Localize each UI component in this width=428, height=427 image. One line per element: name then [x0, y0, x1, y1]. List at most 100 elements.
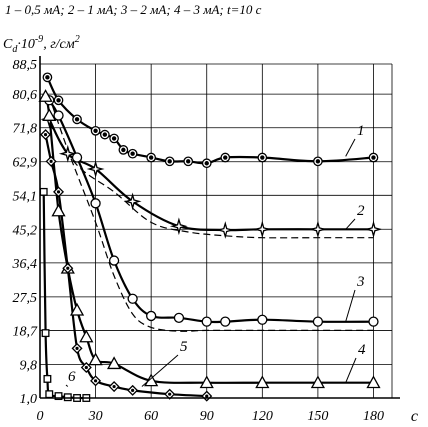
y-tick-label: 36,4: [12, 257, 38, 272]
y-tick-label: 62,9: [13, 156, 38, 171]
point-series-4: [51, 203, 66, 217]
point-series-2: [253, 220, 272, 239]
point-series-1: [146, 152, 157, 163]
curve-label-leader-1: [345, 138, 356, 157]
point-series-3: [90, 198, 101, 209]
marker-dot: [111, 136, 117, 141]
series-line-4: [44, 95, 375, 384]
point-series-4: [255, 375, 270, 389]
point-series-1: [118, 145, 129, 155]
point-series-5: [71, 342, 83, 354]
point-series-3: [146, 310, 157, 322]
point-series-2: [169, 217, 188, 236]
y-tick-label: 54,1: [13, 189, 38, 204]
point-series-6: [43, 374, 52, 383]
curve-label-4: 4: [358, 342, 366, 358]
point-series-3: [220, 316, 231, 327]
y-axis-label-factor: ·10: [17, 37, 35, 52]
marker-dot: [130, 151, 135, 156]
curve-label-leader-6: [65, 384, 69, 387]
point-series-3: [312, 316, 324, 327]
y-axis-label: Cd·10-9, г/см2: [3, 34, 80, 55]
point-series-1: [72, 114, 82, 125]
y-tick-label: 45,2: [13, 223, 38, 238]
marker-dot: [371, 155, 376, 160]
marker-dot: [168, 392, 172, 396]
marker-dot: [49, 159, 53, 163]
y-tick-label: 71,8: [13, 122, 38, 137]
dashed-curve-2: [48, 122, 374, 239]
y-tick-label: 9,8: [20, 358, 38, 373]
marker-dot: [102, 132, 108, 137]
marker-dot: [148, 155, 154, 160]
axes: [39, 56, 400, 399]
x-tick-label: 180: [363, 409, 384, 424]
y-tick-label: 80,6: [13, 88, 38, 103]
curve-label-2: 2: [357, 203, 365, 219]
point-series-5: [62, 262, 74, 274]
point-series-6: [39, 187, 48, 196]
series-line-6: [42, 190, 88, 400]
point-series-1: [99, 129, 110, 140]
x-axis-label: с: [411, 408, 418, 425]
point-series-1: [90, 125, 101, 136]
marker-dot: [84, 365, 88, 370]
point-series-4: [42, 108, 57, 121]
point-series-1: [127, 148, 138, 159]
point-series-2: [123, 192, 142, 211]
point-series-3: [201, 316, 212, 327]
curve-label-3: 3: [356, 274, 365, 290]
marker-dot: [186, 159, 191, 164]
marker-dot: [205, 394, 209, 398]
y-tick-label: 1,0: [20, 392, 38, 407]
point-series-3: [108, 255, 120, 266]
dashed-curve-3: [48, 96, 374, 332]
point-series-4: [79, 329, 94, 343]
marker-dot: [121, 147, 126, 153]
y-axis-label-unit: , г/см: [43, 37, 75, 52]
marker-dot: [223, 155, 228, 160]
y-tick-label: 27,5: [13, 291, 38, 306]
point-series-1: [313, 156, 323, 167]
point-series-3: [53, 110, 64, 121]
dashed-curves: [48, 96, 374, 332]
point-series-6: [54, 392, 63, 401]
y-tick-label: 18,7: [13, 324, 39, 339]
point-series-1: [183, 156, 194, 167]
point-series-1: [42, 72, 53, 83]
x-tick-label: 0: [37, 409, 44, 424]
point-series-1: [164, 156, 175, 167]
chart-title: 1 – 0,5 мА; 2 – 1 мА; 3 – 2 мА; 4 – 3 мА…: [5, 2, 262, 17]
markers: [38, 72, 383, 402]
curve-label-leader-4: [345, 357, 357, 383]
marker-dot: [315, 159, 321, 164]
marker-dot: [112, 384, 116, 389]
point-series-6: [45, 390, 54, 399]
point-series-3: [71, 152, 83, 163]
curve-label-leader-2: [345, 218, 356, 230]
grid: [40, 63, 393, 399]
point-series-1: [368, 152, 379, 163]
point-series-5: [53, 186, 65, 198]
marker-dot: [56, 190, 61, 194]
y-axis-label-unit-exponent: 2: [75, 34, 80, 45]
point-series-2: [308, 220, 327, 239]
point-series-2: [86, 160, 105, 178]
point-series-5: [80, 361, 92, 373]
curve-label-6: 6: [68, 369, 76, 385]
point-series-1: [257, 152, 268, 163]
point-series-3: [257, 314, 268, 325]
marker-dot: [66, 266, 70, 270]
y-tick-label: 88,5: [13, 58, 38, 73]
point-series-1: [109, 133, 119, 144]
marker-dot: [167, 159, 172, 164]
point-series-5: [45, 155, 57, 167]
y-axis-label-symbol: C: [3, 37, 13, 52]
point-series-4: [107, 356, 122, 370]
marker-dot: [260, 155, 265, 160]
x-tick-label: 150: [307, 409, 328, 424]
point-series-6: [41, 329, 50, 338]
y-axis-label-exponent: -9: [35, 34, 43, 45]
point-series-1: [201, 158, 212, 169]
